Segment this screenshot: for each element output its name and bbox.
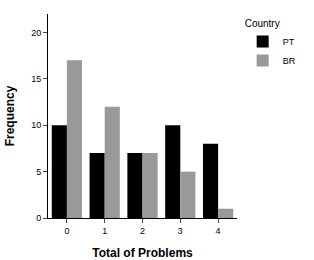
- svg-text:0: 0: [64, 226, 69, 236]
- svg-text:PT: PT: [283, 37, 295, 47]
- svg-text:5: 5: [36, 167, 41, 177]
- svg-text:0: 0: [36, 213, 41, 223]
- svg-text:4: 4: [216, 226, 221, 236]
- svg-text:3: 3: [178, 226, 183, 236]
- svg-text:Frequency: Frequency: [3, 85, 17, 146]
- svg-text:Country: Country: [245, 18, 280, 29]
- svg-text:20: 20: [31, 28, 41, 38]
- svg-text:2: 2: [140, 226, 145, 236]
- svg-text:10: 10: [31, 120, 41, 130]
- svg-text:1: 1: [102, 226, 107, 236]
- svg-text:BR: BR: [283, 56, 296, 66]
- svg-text:Total of Problems: Total of Problems: [92, 246, 193, 260]
- svg-text:15: 15: [31, 74, 41, 84]
